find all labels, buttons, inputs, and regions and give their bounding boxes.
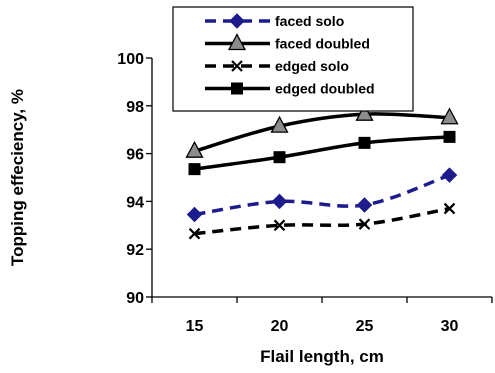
series-line-faced-doubled [194,112,450,153]
legend-item-faced-doubled: faced doubled [205,33,370,52]
series-line-edged-solo [194,206,450,236]
legend-marker [231,82,243,95]
x-tick-label: 15 [186,318,204,335]
data-point-faced-solo [356,197,373,213]
data-point-edged-doubled [273,151,286,164]
x-axis-title: Flail length, cm [260,347,384,366]
legend-marker [229,13,245,29]
data-point-edged-solo [188,227,201,240]
data-point-faced-doubled [270,115,289,133]
legend-label: faced solo [275,13,344,29]
y-tick-label: 92 [126,242,144,259]
series-edged-doubled [188,130,456,176]
legend-box [172,6,414,112]
data-point-edged-doubled [358,136,371,149]
legend: faced solo faced doubled edged solo edged d… [172,6,414,112]
series-edged-solo [188,202,456,240]
x-tick-label: 30 [441,318,459,335]
x-tick-label: 20 [271,318,289,335]
data-point-edged-solo [358,218,371,230]
y-tick-label: 100 [117,51,144,68]
series-line-faced-solo [194,173,451,217]
legend-marker [227,33,247,51]
series-faced-solo [186,167,458,223]
legend-item-edged-doubled: edged doubled [205,81,375,97]
legend-label: edged solo [275,58,349,74]
legend-label: faced doubled [275,36,370,52]
data-point-edged-solo [443,202,456,215]
data-point-faced-doubled [185,140,204,158]
data-point-edged-solo [273,219,286,232]
data-point-edged-doubled [443,130,456,143]
legend-label: edged doubled [275,81,375,97]
data-point-faced-solo [271,193,288,210]
x-tick-label: 25 [356,318,374,335]
data-point-faced-doubled [355,103,374,121]
series-layer [185,103,459,240]
series-line-edged-doubled [194,135,450,171]
data-point-edged-doubled [188,163,201,176]
legend-item-edged-solo: edged solo [205,58,349,74]
y-tick-label: 90 [126,290,144,307]
y-axis-title: Topping effeciency, % [8,89,27,266]
data-point-faced-doubled [440,107,459,125]
y-tick-label: 94 [126,194,144,211]
legend-item-faced-solo: faced solo [205,13,344,29]
series-faced-doubled [185,103,459,158]
y-tick-label: 98 [126,99,144,116]
y-tick-label: 96 [126,147,144,164]
data-point-faced-solo [186,206,203,223]
axes: 90 92 94 96 98 100 15 20 25 30 [117,51,493,335]
legend-marker [231,60,243,72]
data-point-faced-solo [441,167,458,183]
